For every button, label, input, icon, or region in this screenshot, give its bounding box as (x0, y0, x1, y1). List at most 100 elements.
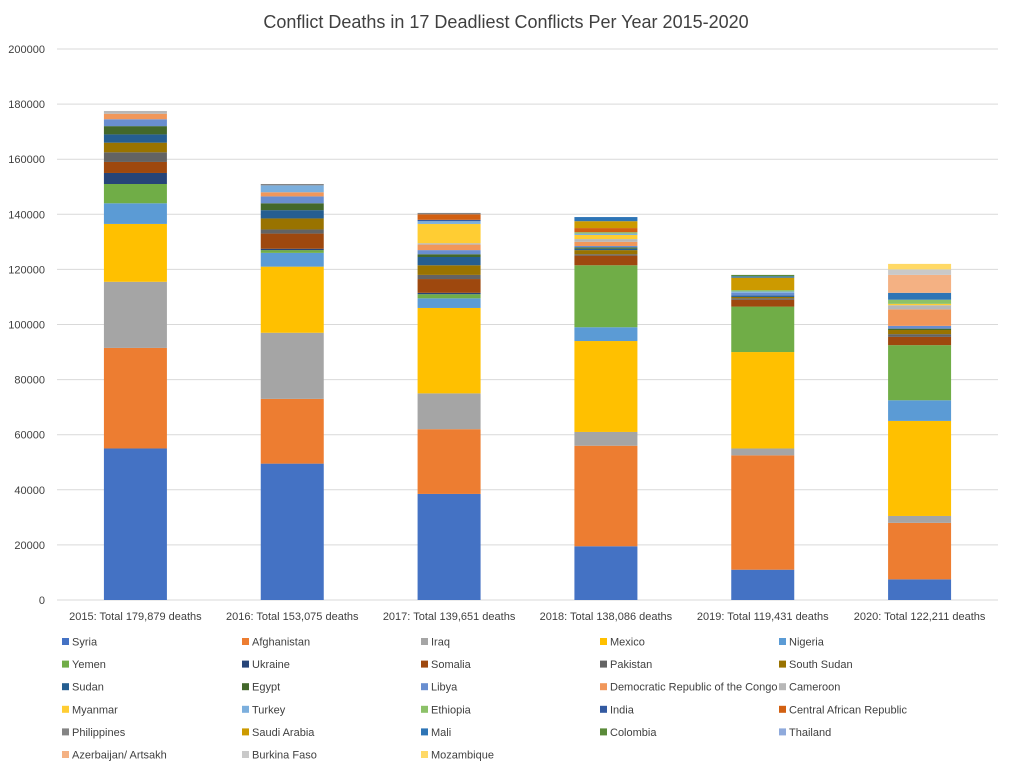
y-tick-label: 140000 (8, 209, 45, 221)
legend-item: Somalia (421, 659, 472, 671)
legend-label: Mexico (610, 637, 645, 649)
bar-segment (888, 309, 952, 326)
legend-swatch (779, 660, 786, 668)
bar-segment (731, 274, 795, 277)
legend-label: Philippines (72, 727, 126, 739)
legend-swatch (779, 728, 786, 736)
bar-segment (103, 347, 167, 449)
bar-segment (731, 276, 795, 278)
legend-item: Democratic Republic of the Congo (600, 682, 778, 694)
legend-item: Afghanistan (242, 637, 310, 649)
legend-swatch (779, 638, 786, 645)
legend-label: Afghanistan (252, 637, 310, 649)
bar-segment (574, 221, 638, 229)
legend-item: Myanmar (62, 704, 118, 716)
legend-swatch (421, 728, 428, 736)
bar-segment (103, 110, 167, 114)
legend-swatch (600, 705, 607, 713)
bar-segment (417, 265, 481, 275)
legend-label: Thailand (789, 727, 831, 739)
bar-segment (888, 522, 952, 580)
bar-segment (260, 266, 324, 333)
legend-item: Sudan (62, 682, 104, 694)
bar-segment (260, 248, 324, 251)
legend-label: Democratic Republic of the Congo (610, 682, 778, 694)
x-category-label: 2017: Total 139,651 deaths (383, 611, 516, 623)
bar-segment (574, 546, 638, 600)
bar-segment (888, 515, 952, 523)
y-tick-label: 0 (39, 595, 45, 607)
bar-segment (103, 126, 167, 135)
gridlines (57, 48, 998, 601)
legend-item: Philippines (62, 727, 126, 739)
legend-swatch (421, 638, 428, 645)
bar-segment (731, 448, 795, 456)
bar-segment (574, 217, 638, 222)
bar-segment (888, 345, 952, 401)
bar-segment (574, 232, 638, 234)
bar-segment (574, 247, 638, 249)
bar-segment (417, 214, 481, 220)
bar-segment (417, 493, 481, 600)
legend-item: Iraq (421, 637, 450, 649)
legend: Syria Afghanistan Iraq Mexico Nigeria Yemen Uk… (62, 637, 908, 762)
legend-label: Libya (431, 682, 458, 694)
legend-item: Central African Republic (779, 704, 908, 716)
bar-segment (888, 303, 952, 306)
bar-segment (574, 255, 638, 266)
bar-segment (260, 192, 324, 197)
bar-segment (103, 152, 167, 162)
legend-item: India (600, 704, 635, 716)
bar-segment (103, 172, 167, 184)
legend-item: Saudi Arabia (242, 727, 315, 739)
bar-segment (260, 185, 324, 193)
legend-item: Mali (421, 727, 451, 739)
legend-swatch (600, 683, 607, 691)
legend-label: Cameroon (789, 682, 840, 694)
bar-segment (103, 113, 167, 120)
legend-swatch (421, 683, 428, 691)
legend-swatch (421, 705, 428, 713)
bar-segment (260, 250, 324, 253)
bar-segment (888, 299, 952, 304)
legend-item: Ethiopia (421, 704, 472, 716)
legend-label: Iraq (431, 637, 450, 649)
chart-title: Conflict Deaths in 17 Deadliest Conflict… (263, 12, 748, 32)
legend-item: Yemen (62, 659, 106, 671)
y-tick-label: 80000 (14, 375, 45, 387)
bar-segment (574, 445, 638, 547)
bar-segment (417, 250, 481, 255)
legend-label: Central African Republic (789, 704, 908, 716)
bar-segment (417, 279, 481, 293)
bar-segment (260, 463, 324, 600)
x-category-label: 2016: Total 153,075 deaths (226, 611, 359, 623)
bar-segment (574, 327, 638, 342)
bar-segment (888, 336, 952, 346)
bar-segment (731, 292, 795, 296)
bars (103, 110, 952, 600)
bar-segment (888, 330, 952, 335)
legend-item: Azerbaijan/ Artsakh (62, 750, 167, 762)
legend-swatch (242, 751, 249, 758)
legend-item: Pakistan (600, 659, 652, 671)
bar-segment (103, 119, 167, 127)
bar-segment (888, 305, 952, 310)
legend-swatch (62, 683, 69, 691)
bar-segment (260, 183, 324, 186)
legend-item: Burkina Faso (242, 750, 317, 762)
bar-segment (417, 274, 481, 280)
bar-segment (260, 203, 324, 211)
legend-label: Myanmar (72, 704, 118, 716)
legend-label: South Sudan (789, 659, 853, 671)
bar-segment (574, 233, 638, 235)
legend-item: Ukraine (242, 659, 290, 671)
bar-segment (103, 142, 167, 153)
bar-segment (731, 291, 795, 293)
legend-swatch (62, 705, 69, 713)
legend-swatch (242, 705, 249, 713)
bar-segment (417, 212, 481, 215)
bar-segment (103, 161, 167, 173)
y-tick-label: 100000 (8, 320, 45, 332)
legend-label: Mali (431, 727, 451, 739)
